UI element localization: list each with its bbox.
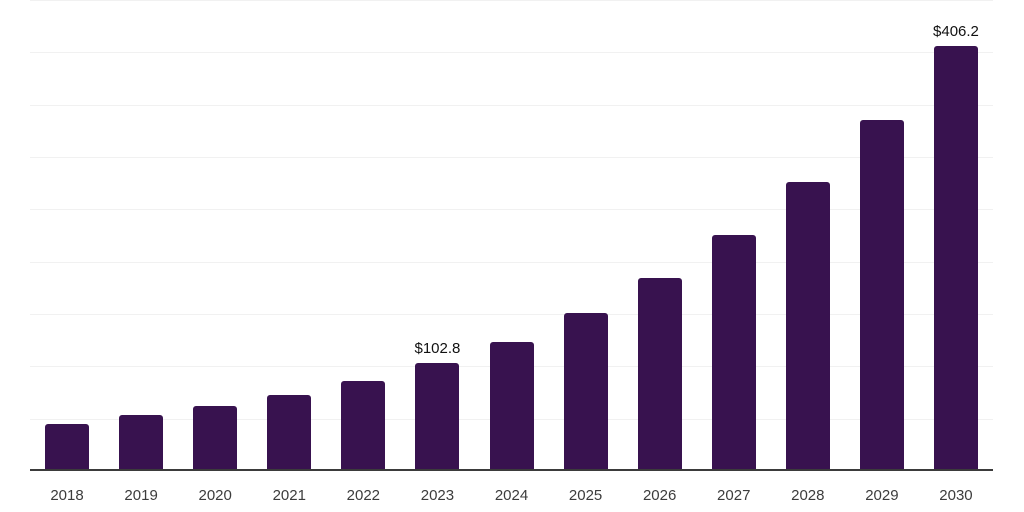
- bar-2029: [859, 120, 904, 471]
- x-tick-label-2024: 2024: [494, 487, 529, 504]
- bar-slot-2024: [474, 0, 548, 471]
- bar-2030: [933, 45, 978, 471]
- bar-chart: $102.8 $406.2 2018 2019 2020 2021 2022 2023 202…: [30, 0, 993, 512]
- gridline-450: [30, 0, 993, 1]
- gridline-150: [30, 314, 993, 315]
- x-tick-label-2027: 2027: [717, 487, 751, 504]
- x-tick-label-2025: 2025: [568, 487, 603, 504]
- x-axis-tick-labels: 2018 2019 2020 2021 2022 2023 2024 2025 2026 2027…: [30, 479, 993, 503]
- gridline-400: [30, 52, 993, 54]
- bar-slot-2021: [252, 0, 326, 471]
- x-tick-label-2022: 2022: [346, 487, 381, 504]
- bar-slot-2020: [178, 0, 252, 471]
- bar-2021: [267, 394, 312, 471]
- x-tick-label-2019: 2019: [124, 487, 158, 504]
- plot-area: $102.8 $406.2: [30, 0, 993, 471]
- bar-2027: [711, 234, 756, 471]
- bar-2020: [193, 405, 238, 471]
- x-tick-label-2030: 2030: [939, 487, 973, 504]
- bar-slot-2029: [845, 0, 919, 471]
- x-tick-label-2026: 2026: [642, 487, 677, 504]
- bar-2019: [119, 414, 164, 471]
- bar-slot-2027: [697, 0, 771, 471]
- bar-2026: [637, 278, 682, 471]
- bar-2023: [415, 363, 460, 471]
- bar-2028: [785, 182, 830, 471]
- bar-slot-2023: $102.8: [400, 0, 474, 471]
- gridline-300: [30, 157, 993, 158]
- bar-slot-2028: [771, 0, 845, 471]
- bar-2022: [341, 381, 386, 471]
- bar-slot-2030: $406.2: [919, 0, 993, 471]
- bar-value-label-2023: $102.8: [414, 340, 461, 358]
- bar-2024: [489, 341, 534, 471]
- x-tick-label-2028: 2028: [791, 487, 825, 504]
- x-tick-label-2023: 2023: [420, 487, 455, 504]
- x-tick-label-2020: 2020: [198, 487, 232, 504]
- bar-value-label-2030: $406.2: [933, 22, 979, 40]
- bar-slot-2019: [104, 0, 178, 471]
- x-tick-label-2018: 2018: [50, 487, 84, 504]
- x-tick-label-2029: 2029: [865, 487, 899, 504]
- bar-2025: [563, 312, 608, 471]
- gridline-200: [30, 261, 993, 263]
- bar-slot-2018: [30, 0, 104, 471]
- bar-slot-2026: [623, 0, 697, 471]
- gridline-350: [30, 104, 993, 106]
- bar-slot-2022: [326, 0, 400, 471]
- bar-2018: [45, 424, 90, 471]
- x-tick-label-2021: 2021: [272, 487, 306, 504]
- bar-series: $102.8 $406.2: [30, 0, 993, 471]
- x-axis-line: [30, 469, 993, 471]
- gridline-250: [30, 209, 993, 211]
- bar-slot-2025: [549, 0, 623, 471]
